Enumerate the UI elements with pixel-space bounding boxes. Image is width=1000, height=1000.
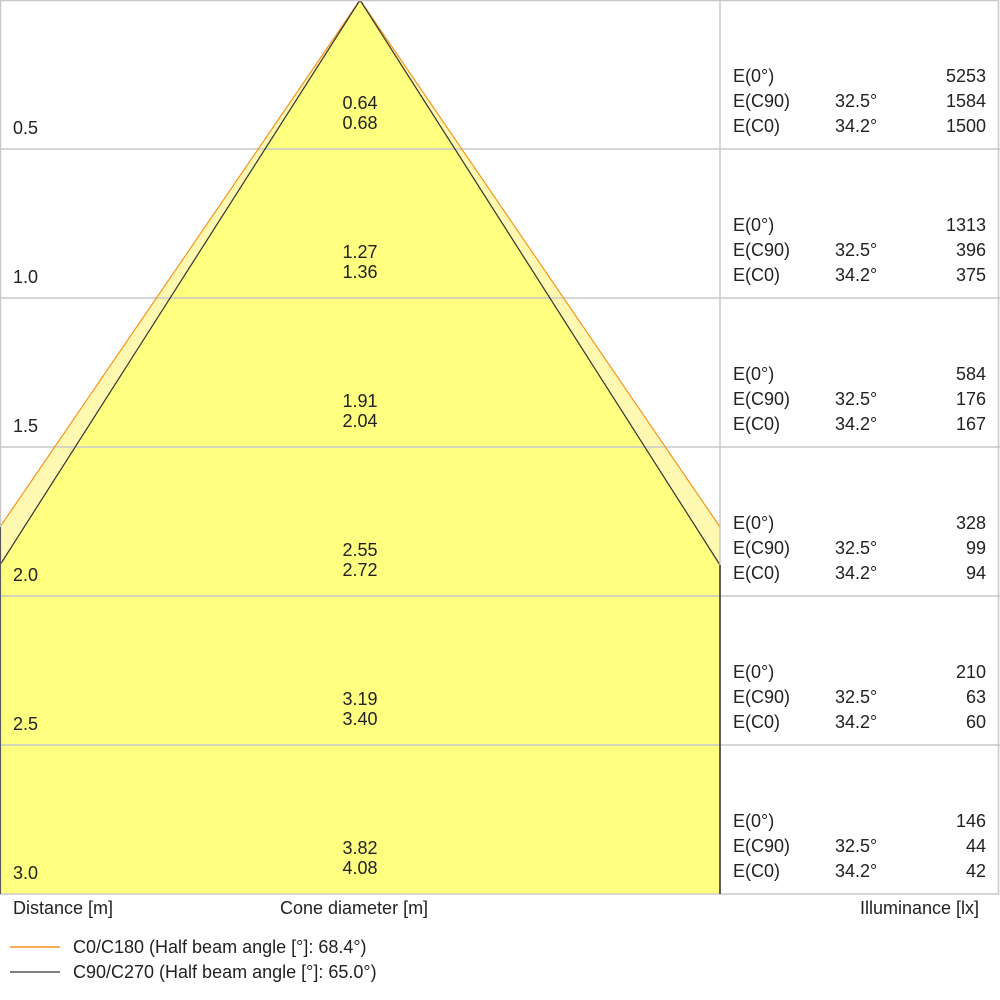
cone-diameter-c90: 3.19 — [342, 689, 378, 709]
distance-label: 3.0 — [13, 863, 39, 883]
grid-lines — [0, 148, 1000, 746]
c90-line-right — [359, 0, 721, 566]
cone-diameter-c90: 1.27 — [342, 242, 378, 262]
e0-value: 146 — [955, 811, 986, 831]
ec90-label: E(C90) — [733, 91, 791, 111]
ec90-angle: 32.5° — [835, 687, 878, 707]
ec90-label: E(C90) — [733, 389, 791, 409]
ec0-value: 375 — [955, 265, 986, 285]
ec90-value: 44 — [965, 836, 986, 856]
ec0-value: 42 — [965, 861, 986, 881]
ec0-angle: 34.2° — [835, 414, 878, 434]
e0-label: E(0°) — [733, 66, 775, 86]
e0-value: 210 — [955, 662, 986, 682]
ec90-label: E(C90) — [733, 240, 791, 260]
ec0-label: E(C0) — [733, 563, 781, 583]
legend-c0-label: C0/C180 (Half beam angle [°]: 68.4°) — [73, 937, 367, 957]
ec0-angle: 34.2° — [835, 265, 878, 285]
ec90-angle: 32.5° — [835, 240, 878, 260]
cone-diameter-c0: 2.04 — [342, 411, 378, 431]
e0-value: 584 — [955, 364, 986, 384]
e0-label: E(0°) — [733, 215, 775, 235]
cone-diameter-c90: 3.82 — [342, 838, 378, 858]
cone-diameter-c0: 3.40 — [342, 709, 378, 729]
cone-diameter-c90: 2.55 — [342, 540, 378, 560]
distance-label: 2.5 — [13, 714, 39, 734]
ec0-angle: 34.2° — [835, 116, 878, 136]
ec90-label: E(C90) — [733, 687, 791, 707]
cone-diameter-c90: 1.91 — [342, 391, 378, 411]
ec90-value: 99 — [965, 538, 986, 558]
cone-diameter-c0: 2.72 — [342, 560, 378, 580]
ec0-angle: 34.2° — [835, 712, 878, 732]
distance-label: 1.0 — [13, 267, 39, 287]
ec90-angle: 32.5° — [835, 389, 878, 409]
e0-label: E(0°) — [733, 811, 775, 831]
e0-label: E(0°) — [733, 513, 775, 533]
ec90-label: E(C90) — [733, 538, 791, 558]
cone-diameter-c0: 0.68 — [342, 113, 378, 133]
illuminance-axis-label: Illuminance [lx] — [860, 898, 980, 918]
cone-diameter-c90: 0.64 — [342, 93, 378, 113]
legend-c90-label: C90/C270 (Half beam angle [°]: 65.0°) — [73, 962, 377, 982]
ec0-value: 60 — [965, 712, 986, 732]
ec90-value: 63 — [965, 687, 986, 707]
ec90-angle: 32.5° — [835, 836, 878, 856]
c0-line-right — [359, 0, 721, 528]
c0-line-left — [0, 0, 361, 528]
distance-label: 1.5 — [13, 416, 39, 436]
e0-value: 328 — [955, 513, 986, 533]
ec0-label: E(C0) — [733, 861, 781, 881]
distance-label: 0.5 — [13, 118, 39, 138]
ec0-value: 1500 — [945, 116, 986, 136]
ec90-value: 176 — [955, 389, 986, 409]
cone-diameter-c0: 1.36 — [342, 262, 378, 282]
ec0-label: E(C0) — [733, 116, 781, 136]
distance-label: 2.0 — [13, 565, 39, 585]
ec90-value: 1584 — [945, 91, 986, 111]
ec0-value: 94 — [965, 563, 986, 583]
cone-axis-label: Cone diameter [m] — [280, 898, 429, 918]
ec0-label: E(C0) — [733, 712, 781, 732]
ec90-angle: 32.5° — [835, 91, 878, 111]
cone-diameter-c0: 4.08 — [342, 858, 378, 878]
ec0-value: 167 — [955, 414, 986, 434]
ec90-angle: 32.5° — [835, 538, 878, 558]
ec90-label: E(C90) — [733, 836, 791, 856]
c90-line-left — [0, 0, 361, 566]
distance-axis-label: Distance [m] — [13, 898, 114, 918]
ec0-angle: 34.2° — [835, 861, 878, 881]
e0-value: 5253 — [945, 66, 986, 86]
e0-label: E(0°) — [733, 364, 775, 384]
ec90-value: 396 — [955, 240, 986, 260]
frame — [0, 0, 1000, 895]
ec0-label: E(C0) — [733, 414, 781, 434]
e0-label: E(0°) — [733, 662, 775, 682]
e0-value: 1313 — [945, 215, 986, 235]
ec0-angle: 34.2° — [835, 563, 878, 583]
ec0-label: E(C0) — [733, 265, 781, 285]
